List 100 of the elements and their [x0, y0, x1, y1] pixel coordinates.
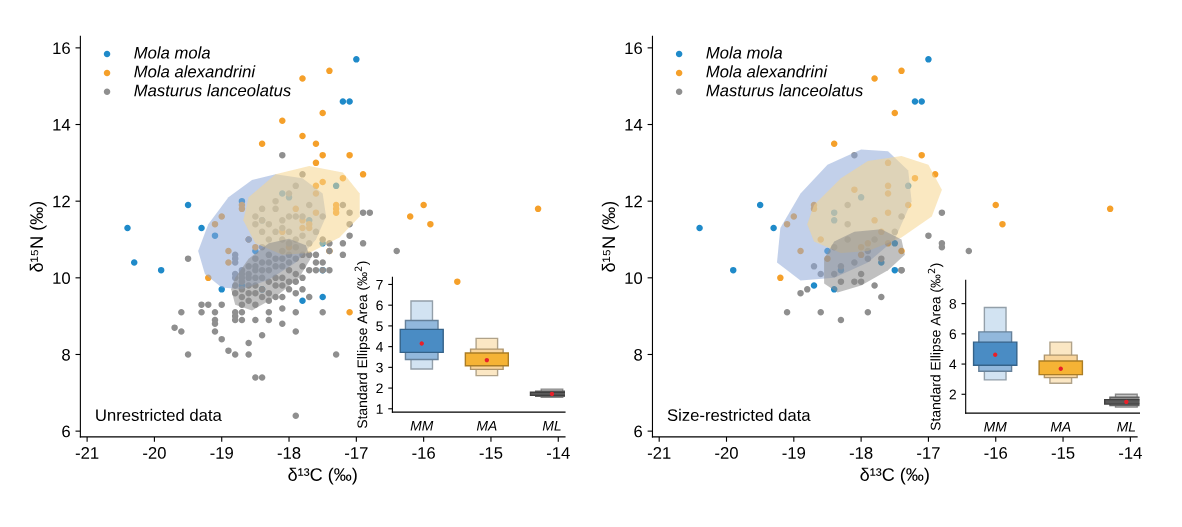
y-tick-label: 5	[376, 321, 383, 332]
point	[332, 209, 340, 216]
point	[898, 247, 905, 255]
legend-label: Mola alexandrini	[134, 65, 256, 78]
point	[993, 352, 998, 357]
point	[797, 289, 804, 297]
x-tick-label: MA	[476, 420, 497, 431]
y-axis-title: δ¹⁵N (‰)	[29, 201, 47, 272]
x-tick-label: -16	[412, 447, 435, 459]
point	[312, 209, 320, 216]
point	[696, 224, 703, 232]
point	[359, 171, 367, 178]
point	[299, 132, 306, 140]
point	[279, 117, 286, 124]
point	[851, 186, 858, 193]
point	[864, 309, 872, 316]
point	[312, 182, 320, 190]
point	[346, 309, 353, 316]
point	[346, 151, 353, 159]
point	[157, 266, 165, 274]
point	[857, 251, 865, 259]
point	[918, 151, 925, 159]
x-tick-label: -18	[277, 447, 301, 459]
point	[857, 278, 865, 285]
point	[911, 98, 919, 105]
point	[332, 182, 340, 190]
x-tick-label: -14	[546, 447, 570, 459]
y-axis-title: Standard Ellipse Area (‰$^{2}$)	[927, 263, 944, 431]
point	[864, 247, 872, 255]
point	[312, 159, 320, 167]
point	[211, 232, 219, 239]
point	[1106, 205, 1114, 213]
point	[851, 151, 858, 159]
y-tick-label: 8	[949, 298, 957, 309]
point	[911, 174, 919, 182]
point	[312, 190, 320, 197]
point	[884, 159, 892, 167]
point	[817, 236, 824, 243]
point	[427, 220, 434, 228]
point	[319, 151, 326, 159]
point	[339, 174, 347, 182]
point	[830, 286, 838, 293]
point	[938, 209, 946, 216]
y-tick-label: 16	[53, 42, 70, 55]
point	[857, 194, 865, 201]
point	[999, 220, 1006, 228]
x-tick-label: MA	[1050, 422, 1071, 432]
point	[844, 236, 851, 243]
point	[884, 209, 892, 216]
point	[830, 140, 838, 147]
y-axis-title: δ¹⁵N (‰)	[601, 201, 619, 272]
y-tick-label: 7	[376, 279, 383, 290]
point	[198, 224, 205, 232]
point	[225, 259, 232, 266]
point	[925, 232, 932, 239]
point	[884, 240, 892, 247]
point	[756, 201, 764, 209]
point	[406, 213, 414, 220]
y-axis-title: Standard Ellipse Area (‰$^{2}$)	[354, 261, 370, 429]
x-tick-label: -21	[75, 447, 99, 459]
y-tick-label: 4	[949, 359, 957, 370]
point	[777, 274, 784, 282]
point	[904, 201, 912, 209]
point	[1058, 366, 1063, 371]
y-tick-label: 6	[634, 425, 643, 438]
x-tick-label: -17	[345, 447, 368, 459]
legend-label: Mola alexandrini	[706, 65, 828, 78]
x-tick-label: ML	[542, 420, 561, 431]
point	[319, 178, 326, 186]
annotation: Unrestricted data	[96, 408, 222, 422]
point	[898, 67, 905, 75]
bar	[972, 341, 1018, 366]
y-tick-label: 6	[376, 300, 383, 311]
point	[124, 224, 131, 232]
point	[925, 56, 932, 63]
point	[904, 182, 912, 190]
point	[824, 255, 831, 262]
x-tick-label: -20	[143, 447, 166, 459]
x-tick-label: -18	[849, 447, 873, 459]
x-tick-label: -20	[715, 447, 738, 459]
point	[205, 274, 212, 282]
point	[810, 282, 818, 289]
point	[851, 259, 858, 266]
point	[857, 243, 865, 251]
x-axis-title: δ¹³C (‰)	[288, 467, 357, 485]
bar	[1038, 360, 1084, 376]
bar	[399, 328, 444, 354]
point	[783, 309, 791, 316]
legend-label: Mola mola	[134, 46, 211, 59]
point	[817, 270, 824, 278]
point	[353, 56, 360, 63]
point	[830, 217, 838, 224]
point	[797, 247, 804, 255]
y-tick-label: 14	[53, 119, 71, 131]
point	[830, 243, 838, 251]
point	[844, 201, 851, 209]
y-tick-label: 10	[625, 272, 643, 285]
point	[830, 270, 838, 278]
point	[931, 171, 939, 178]
point	[218, 286, 225, 293]
